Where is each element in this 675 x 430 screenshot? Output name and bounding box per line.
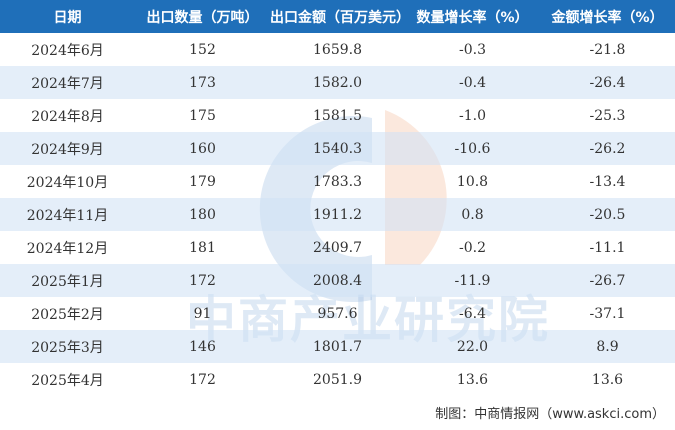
cell-amount: 1581.5 (270, 99, 405, 132)
cell-date: 2024年9月 (0, 132, 135, 165)
table-row: 2025年3月 146 1801.7 22.0 8.9 (0, 330, 675, 363)
header-quantity-growth: 数量增长率（%） (405, 0, 540, 33)
cell-amount-growth: -11.1 (540, 231, 675, 264)
cell-amount: 2051.9 (270, 363, 405, 396)
cell-quantity: 152 (135, 33, 270, 66)
cell-amount-growth: -21.8 (540, 33, 675, 66)
table-row: 2024年6月 152 1659.8 -0.3 -21.8 (0, 33, 675, 66)
cell-date: 2025年1月 (0, 264, 135, 297)
cell-amount-growth: -13.4 (540, 165, 675, 198)
cell-quantity: 160 (135, 132, 270, 165)
cell-date: 2024年6月 (0, 33, 135, 66)
cell-quantity: 91 (135, 297, 270, 330)
cell-date: 2025年2月 (0, 297, 135, 330)
cell-date: 2024年10月 (0, 165, 135, 198)
cell-date: 2024年11月 (0, 198, 135, 231)
cell-amount-growth: -26.2 (540, 132, 675, 165)
cell-quantity-growth: -1.0 (405, 99, 540, 132)
table-row: 2024年7月 173 1582.0 -0.4 -26.4 (0, 66, 675, 99)
cell-amount-growth: 8.9 (540, 330, 675, 363)
cell-amount: 1540.3 (270, 132, 405, 165)
cell-amount: 957.6 (270, 297, 405, 330)
cell-quantity: 175 (135, 99, 270, 132)
cell-date: 2024年12月 (0, 231, 135, 264)
cell-quantity-growth: -10.6 (405, 132, 540, 165)
table-row: 2025年4月 172 2051.9 13.6 13.6 (0, 363, 675, 396)
cell-quantity: 180 (135, 198, 270, 231)
cell-amount-growth: -26.4 (540, 66, 675, 99)
table-row: 2024年8月 175 1581.5 -1.0 -25.3 (0, 99, 675, 132)
table-header-row: 日期 出口数量（万吨） 出口金额（百万美元） 数量增长率（%） 金额增长率（%） (0, 0, 675, 33)
header-export-quantity: 出口数量（万吨） (135, 0, 270, 33)
cell-amount-growth: -20.5 (540, 198, 675, 231)
cell-amount: 1783.3 (270, 165, 405, 198)
table-row: 2024年12月 181 2409.7 -0.2 -11.1 (0, 231, 675, 264)
cell-amount-growth: -26.7 (540, 264, 675, 297)
table-row: 2024年10月 179 1783.3 10.8 -13.4 (0, 165, 675, 198)
cell-amount: 1659.8 (270, 33, 405, 66)
cell-quantity-growth: -6.4 (405, 297, 540, 330)
table-row: 2025年1月 172 2008.4 -11.9 -26.7 (0, 264, 675, 297)
cell-quantity: 172 (135, 264, 270, 297)
cell-amount: 1801.7 (270, 330, 405, 363)
table-row: 2024年9月 160 1540.3 -10.6 -26.2 (0, 132, 675, 165)
cell-quantity-growth: 13.6 (405, 363, 540, 396)
cell-quantity-growth: -0.4 (405, 66, 540, 99)
table-row: 2025年2月 91 957.6 -6.4 -37.1 (0, 297, 675, 330)
cell-date: 2024年7月 (0, 66, 135, 99)
cell-date: 2025年3月 (0, 330, 135, 363)
cell-amount: 1911.2 (270, 198, 405, 231)
cell-amount: 2008.4 (270, 264, 405, 297)
cell-quantity-growth: 10.8 (405, 165, 540, 198)
cell-date: 2024年8月 (0, 99, 135, 132)
cell-quantity: 146 (135, 330, 270, 363)
header-amount-growth: 金额增长率（%） (540, 0, 675, 33)
cell-quantity: 181 (135, 231, 270, 264)
header-export-amount: 出口金额（百万美元） (270, 0, 410, 33)
cell-quantity-growth: -0.3 (405, 33, 540, 66)
cell-amount: 1582.0 (270, 66, 405, 99)
source-credit: 制图：中商情报网（www.askci.com） (435, 407, 665, 422)
cell-quantity-growth: 0.8 (405, 198, 540, 231)
cell-amount: 2409.7 (270, 231, 405, 264)
cell-quantity: 179 (135, 165, 270, 198)
cell-quantity-growth: -11.9 (405, 264, 540, 297)
header-date: 日期 (0, 0, 135, 33)
cell-quantity-growth: 22.0 (405, 330, 540, 363)
table-row: 2024年11月 180 1911.2 0.8 -20.5 (0, 198, 675, 231)
cell-amount-growth: -37.1 (540, 297, 675, 330)
export-data-table: 日期 出口数量（万吨） 出口金额（百万美元） 数量增长率（%） 金额增长率（%）… (0, 0, 675, 396)
cell-quantity: 173 (135, 66, 270, 99)
cell-quantity-growth: -0.2 (405, 231, 540, 264)
cell-amount-growth: -25.3 (540, 99, 675, 132)
cell-date: 2025年4月 (0, 363, 135, 396)
cell-amount-growth: 13.6 (540, 363, 675, 396)
cell-quantity: 172 (135, 363, 270, 396)
